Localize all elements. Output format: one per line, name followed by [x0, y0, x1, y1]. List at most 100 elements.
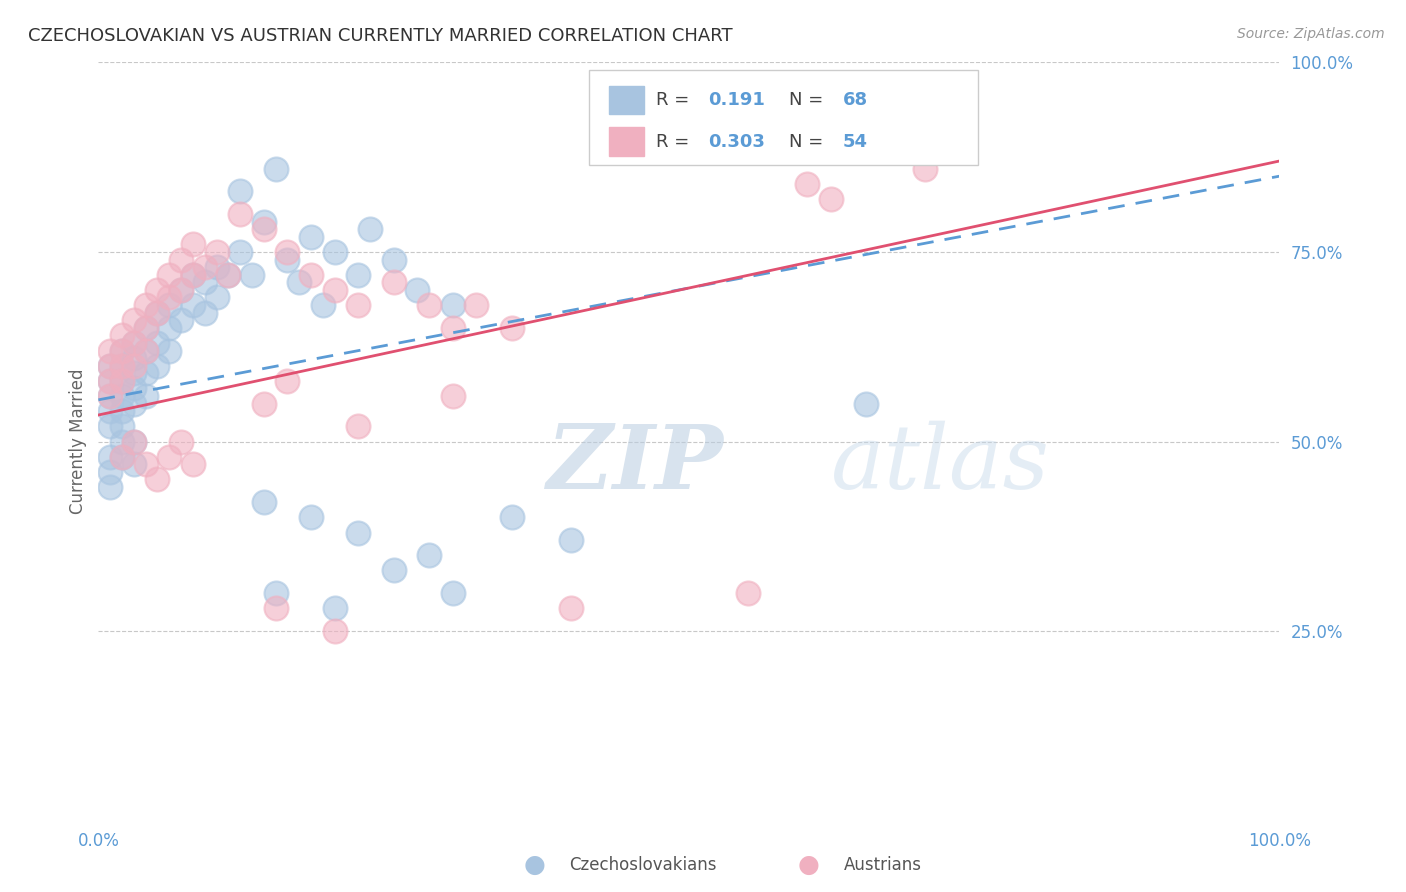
Point — [796, 177, 818, 191]
Point — [135, 366, 157, 380]
Point — [98, 480, 121, 494]
Point — [111, 404, 134, 418]
Point — [122, 434, 145, 449]
Point — [253, 396, 276, 410]
Point — [276, 244, 298, 259]
Point — [347, 525, 370, 540]
Point — [323, 601, 346, 615]
Text: 68: 68 — [842, 91, 868, 109]
Point — [501, 320, 523, 334]
Text: atlas: atlas — [831, 421, 1050, 508]
Text: Austrians: Austrians — [844, 856, 921, 874]
FancyBboxPatch shape — [609, 86, 644, 114]
Point — [122, 382, 145, 396]
Point — [111, 419, 134, 434]
Point — [111, 359, 134, 373]
Point — [135, 320, 157, 334]
Point — [299, 268, 322, 282]
Point — [98, 359, 121, 373]
Point — [855, 396, 877, 410]
Point — [737, 586, 759, 600]
Point — [146, 283, 169, 297]
Point — [111, 389, 134, 403]
Point — [181, 268, 204, 282]
Point — [264, 601, 287, 615]
Point — [122, 351, 145, 366]
Point — [253, 214, 276, 228]
Point — [135, 320, 157, 334]
Point — [465, 298, 488, 312]
Point — [418, 548, 440, 563]
Point — [146, 335, 169, 350]
Point — [194, 260, 217, 275]
Point — [135, 343, 157, 358]
Point — [111, 450, 134, 464]
Point — [170, 434, 193, 449]
Text: R =: R = — [655, 91, 695, 109]
Point — [98, 389, 121, 403]
Point — [111, 343, 134, 358]
Point — [359, 222, 381, 236]
Point — [135, 343, 157, 358]
Text: 0.191: 0.191 — [707, 91, 765, 109]
Point — [240, 268, 263, 282]
Point — [111, 450, 134, 464]
Point — [181, 298, 204, 312]
Text: ●: ● — [523, 854, 546, 877]
Point — [146, 305, 169, 319]
Point — [111, 343, 134, 358]
Text: R =: R = — [655, 133, 695, 151]
Point — [382, 275, 405, 289]
Point — [146, 305, 169, 319]
Point — [157, 298, 180, 312]
Point — [323, 244, 346, 259]
Point — [323, 624, 346, 639]
Point — [111, 374, 134, 388]
Point — [135, 458, 157, 472]
Point — [276, 374, 298, 388]
Point — [347, 298, 370, 312]
Point — [229, 207, 252, 221]
Point — [98, 389, 121, 403]
Point — [820, 192, 842, 206]
Point — [288, 275, 311, 289]
Point — [382, 564, 405, 578]
Point — [135, 298, 157, 312]
Point — [347, 268, 370, 282]
Point — [194, 305, 217, 319]
Point — [111, 328, 134, 343]
Text: CZECHOSLOVAKIAN VS AUSTRIAN CURRENTLY MARRIED CORRELATION CHART: CZECHOSLOVAKIAN VS AUSTRIAN CURRENTLY MA… — [28, 27, 733, 45]
Text: N =: N = — [789, 133, 830, 151]
Point — [98, 404, 121, 418]
Point — [122, 458, 145, 472]
Point — [122, 359, 145, 373]
Text: Source: ZipAtlas.com: Source: ZipAtlas.com — [1237, 27, 1385, 41]
Point — [441, 586, 464, 600]
Y-axis label: Currently Married: Currently Married — [69, 368, 87, 515]
Text: Czechoslovakians: Czechoslovakians — [569, 856, 717, 874]
Point — [217, 268, 239, 282]
Point — [441, 320, 464, 334]
Point — [157, 343, 180, 358]
Text: ZIP: ZIP — [547, 421, 723, 508]
Point — [170, 313, 193, 327]
Point — [194, 275, 217, 289]
Text: ●: ● — [797, 854, 820, 877]
Point — [122, 434, 145, 449]
Point — [217, 268, 239, 282]
Point — [98, 465, 121, 479]
Point — [418, 298, 440, 312]
Point — [441, 298, 464, 312]
Point — [441, 389, 464, 403]
Point — [98, 359, 121, 373]
Text: N =: N = — [789, 91, 830, 109]
Point — [229, 244, 252, 259]
Point — [181, 237, 204, 252]
Point — [157, 320, 180, 334]
Point — [264, 586, 287, 600]
Point — [111, 359, 134, 373]
Point — [299, 229, 322, 244]
Point — [122, 335, 145, 350]
Point — [406, 283, 429, 297]
Text: 54: 54 — [842, 133, 868, 151]
